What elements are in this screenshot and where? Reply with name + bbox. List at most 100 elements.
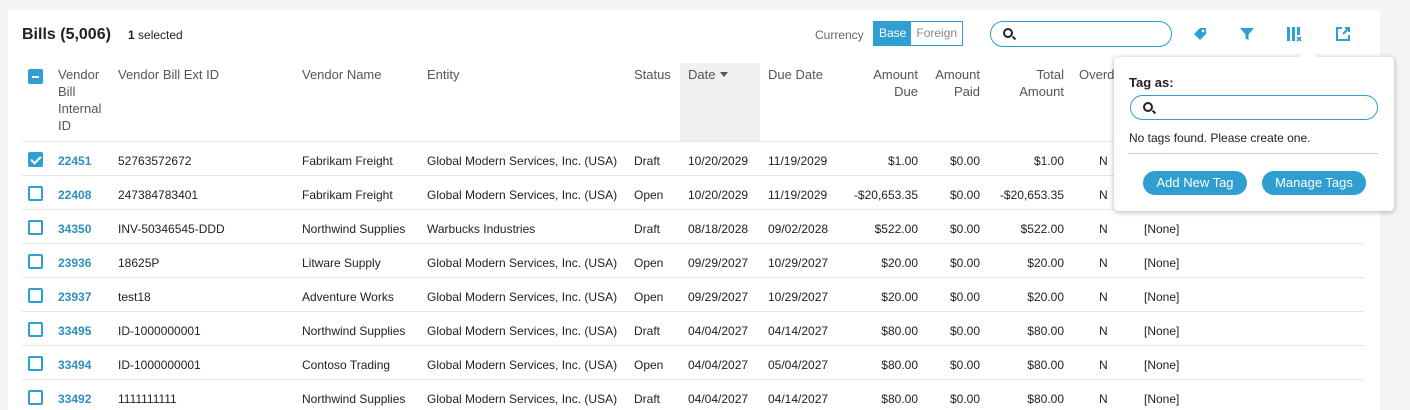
cell-entity: Global Modern Services, Inc. (USA) [427, 188, 618, 202]
cell-overdue: N [1099, 222, 1108, 236]
cell-internal-id[interactable]: 23936 [58, 256, 92, 270]
row-checkbox[interactable] [28, 254, 43, 269]
cell-internal-id[interactable]: 33492 [58, 392, 92, 406]
cell-ext-id: 52763572672 [118, 154, 192, 168]
cell-tags: [None] [1144, 222, 1180, 236]
cell-due-date: 11/19/2029 [768, 188, 828, 202]
col-header-vendor-name[interactable]: Vendor Name [302, 67, 382, 82]
cell-tags: [None] [1144, 290, 1180, 304]
cell-due-date: 04/14/2027 [768, 324, 829, 338]
col-header-total-amount[interactable]: Total Amount [1019, 67, 1064, 99]
row-checkbox[interactable] [28, 356, 43, 371]
cell-date: 04/04/2027 [688, 392, 749, 406]
row-checkbox[interactable] [28, 152, 43, 167]
cell-status: Open [634, 290, 664, 304]
cell-internal-id[interactable]: 33495 [58, 324, 92, 338]
search-icon [1003, 28, 1013, 38]
cell-ext-id: 1111111111 [118, 392, 177, 406]
cell-due-date: 09/02/2028 [768, 222, 829, 236]
cell-total-amount: $20.00 [1027, 256, 1064, 270]
cell-ext-id: 247384783401 [118, 188, 199, 202]
cell-internal-id[interactable]: 22451 [58, 154, 92, 168]
cell-total-amount: $1.00 [1033, 154, 1064, 168]
date-column-sorted-bg [680, 63, 760, 141]
cell-overdue: N [1099, 188, 1108, 202]
cell-amount-due: $20.00 [881, 256, 918, 270]
col-header-date[interactable]: Date [688, 66, 729, 83]
row-checkbox[interactable] [28, 322, 43, 337]
cell-entity: Warbucks Industries [427, 222, 536, 236]
col-header-entity[interactable]: Entity [427, 67, 460, 82]
cell-status: Draft [634, 324, 661, 338]
col-header-vendor-bill-internal-id[interactable]: Vendor Bill Internal ID [58, 67, 102, 133]
manage-tags-button[interactable]: Manage Tags [1262, 171, 1366, 195]
cell-entity: Global Modern Services, Inc. (USA) [427, 358, 618, 372]
filter-icon[interactable] [1237, 24, 1257, 44]
cell-date: 08/18/2028 [688, 222, 749, 236]
popover-divider [1128, 153, 1378, 154]
row-checkbox[interactable] [28, 220, 43, 235]
add-new-tag-button[interactable]: Add New Tag [1143, 171, 1247, 195]
cell-date: 10/20/2029 [688, 188, 749, 202]
cell-overdue: N [1099, 392, 1108, 406]
select-all-checkbox[interactable] [28, 69, 43, 84]
sort-desc-icon [720, 72, 729, 77]
selected-label: selected [138, 28, 183, 42]
cell-amount-paid: $0.00 [949, 222, 980, 236]
cell-overdue: N [1099, 358, 1108, 372]
cell-tags: [None] [1144, 324, 1180, 338]
cell-internal-id[interactable]: 34350 [58, 222, 92, 236]
bills-search-input[interactable] [990, 21, 1172, 47]
row-divider [22, 277, 1364, 278]
row-checkbox[interactable] [28, 390, 43, 405]
cell-internal-id[interactable]: 22408 [58, 188, 92, 202]
cell-date: 04/04/2027 [688, 324, 749, 338]
tag-search-input[interactable] [1130, 95, 1378, 120]
cell-status: Draft [634, 392, 661, 406]
col-header-date-label: Date [688, 67, 716, 82]
col-header-amount-paid[interactable]: Amount Paid [935, 67, 980, 99]
cell-due-date: 04/14/2027 [768, 392, 829, 406]
cell-status: Open [634, 256, 664, 270]
cell-total-amount: $80.00 [1027, 358, 1064, 372]
row-checkbox[interactable] [28, 288, 43, 303]
export-icon[interactable] [1333, 24, 1353, 44]
col-header-due-date[interactable]: Due Date [768, 67, 823, 82]
cell-due-date: 05/04/2027 [768, 358, 829, 372]
row-divider [22, 379, 1364, 380]
tag-icon[interactable] [1190, 24, 1210, 44]
col-header-vendor-bill-ext-id[interactable]: Vendor Bill Ext ID [118, 67, 220, 82]
cell-internal-id[interactable]: 23937 [58, 290, 92, 304]
cell-amount-due: -$20,653.35 [853, 188, 918, 202]
cell-status: Open [634, 188, 664, 202]
currency-foreign-button[interactable]: Foreign [911, 22, 963, 45]
currency-label: Currency [815, 28, 864, 42]
cell-tags: [None] [1144, 358, 1180, 372]
row-divider [22, 209, 1364, 210]
cell-total-amount: $80.00 [1027, 324, 1064, 338]
cell-status: Draft [634, 154, 661, 168]
cell-amount-paid: $0.00 [949, 256, 980, 270]
search-icon [1143, 102, 1153, 112]
row-checkbox[interactable] [28, 186, 43, 201]
cell-internal-id[interactable]: 33494 [58, 358, 92, 372]
cell-ext-id: test18 [118, 290, 151, 304]
cell-amount-due: $80.00 [881, 324, 918, 338]
columns-icon[interactable] [1284, 24, 1304, 44]
col-header-amount-due[interactable]: Amount Due [873, 67, 918, 99]
header-divider [22, 141, 1364, 142]
tag-popover: Tag as: No tags found. Please create one… [1114, 49, 1394, 211]
currency-base-button[interactable]: Base [874, 22, 912, 45]
cell-amount-due: $80.00 [881, 358, 918, 372]
col-header-overdue[interactable]: Overd [1079, 67, 1115, 82]
selected-count: 1 [128, 28, 135, 42]
cell-entity: Global Modern Services, Inc. (USA) [427, 154, 618, 168]
cell-entity: Global Modern Services, Inc. (USA) [427, 324, 618, 338]
cell-ext-id: INV-50346545-DDD [118, 222, 225, 236]
cell-vendor-name: Litware Supply [302, 256, 381, 270]
cell-date: 09/29/2027 [688, 290, 749, 304]
tag-as-label: Tag as: [1129, 75, 1174, 90]
col-header-status[interactable]: Status [634, 67, 671, 82]
no-tags-message: No tags found. Please create one. [1129, 131, 1311, 145]
cell-overdue: N [1099, 324, 1108, 338]
